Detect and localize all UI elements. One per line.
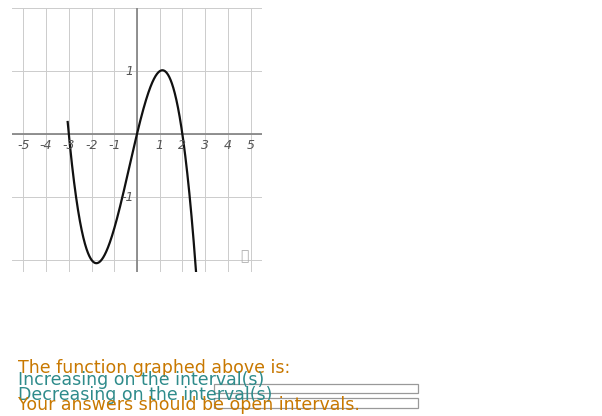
Text: 2: 2 — [178, 139, 187, 152]
Text: -1: -1 — [108, 139, 120, 152]
FancyBboxPatch shape — [214, 399, 418, 408]
Text: 1: 1 — [126, 65, 134, 78]
Text: -4: -4 — [40, 139, 52, 152]
Text: -5: -5 — [17, 139, 29, 152]
Text: Your answers should be open intervals.: Your answers should be open intervals. — [18, 396, 360, 414]
Text: -2: -2 — [85, 139, 98, 152]
FancyBboxPatch shape — [214, 384, 418, 394]
Text: -1: -1 — [121, 191, 134, 203]
Text: The function graphed above is:: The function graphed above is: — [18, 359, 290, 376]
Text: Decreasing on the interval(s): Decreasing on the interval(s) — [18, 386, 273, 404]
Text: 3: 3 — [201, 139, 209, 152]
Text: Increasing on the interval(s): Increasing on the interval(s) — [18, 371, 264, 389]
Text: 🔍: 🔍 — [240, 250, 249, 264]
Text: 4: 4 — [224, 139, 232, 152]
Text: 5: 5 — [246, 139, 255, 152]
Text: -3: -3 — [63, 139, 75, 152]
Text: 1: 1 — [156, 139, 164, 152]
